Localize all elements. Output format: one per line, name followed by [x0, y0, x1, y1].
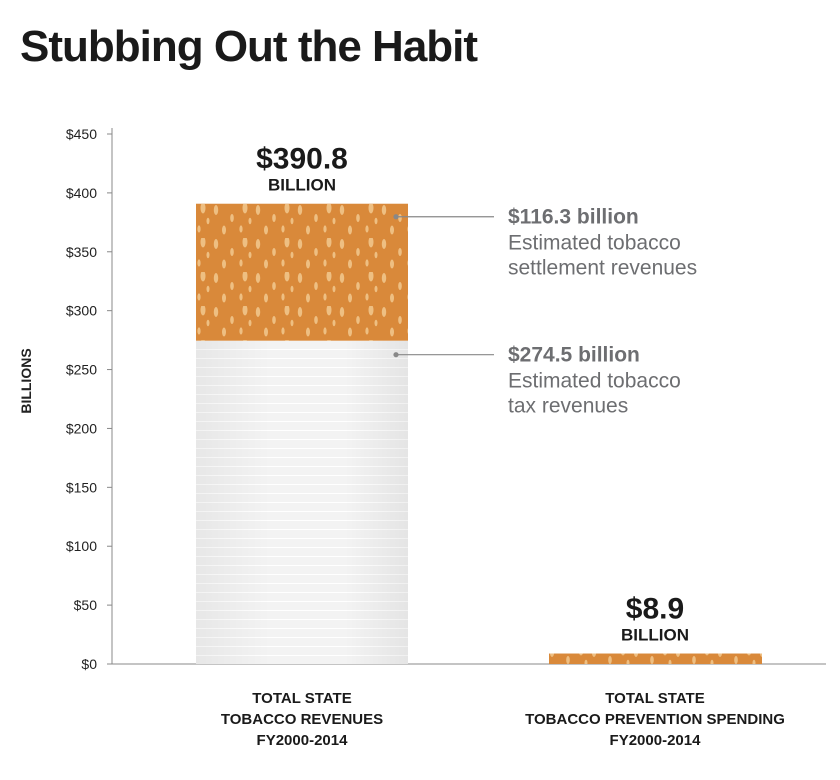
y-axis-label: BILLIONS — [18, 348, 34, 413]
bar-1-segment-2-annotation-value: $116.3 billion — [508, 206, 639, 229]
category-2-label: FY2000-2014 — [610, 732, 702, 749]
y-tick-label: $400 — [66, 185, 97, 201]
y-tick-label: $450 — [66, 126, 97, 142]
bar-2-total-value: $8.9 — [626, 593, 684, 626]
bars-layer — [196, 203, 762, 664]
y-tick-label: $100 — [66, 538, 97, 554]
category-1-label: TOBACCO REVENUES — [221, 711, 383, 728]
y-tick-label: $350 — [66, 244, 97, 260]
y-tick-label: $300 — [66, 303, 97, 319]
y-tick-label: $0 — [81, 656, 97, 672]
bar-2-segment-1-texture — [549, 653, 762, 664]
category-2-label: TOTAL STATE — [605, 690, 704, 707]
bar-1-segment-2-texture — [196, 203, 408, 341]
axes-layer: $0 $50 $100 $150 $200 $250 $300 $350 $400 $450 BIL… — [18, 126, 826, 672]
bar-1-total-unit: BILLION — [268, 176, 336, 195]
y-tick-label: $150 — [66, 479, 97, 495]
y-tick-label: $250 — [66, 362, 97, 378]
bar-1-segment-2-annotation-desc: settlement revenues — [508, 257, 697, 280]
bar-1-total-value: $390.8 — [256, 143, 348, 176]
bar-1-segment-1-annotation-desc: Estimated tobacco — [508, 370, 681, 393]
y-tick-label: $50 — [74, 597, 98, 613]
bar-1-segment-1-annotation-desc: tax revenues — [508, 395, 628, 418]
category-1-label: FY2000-2014 — [257, 732, 349, 749]
bar-1-segment-1-annotation-value: $274.5 billion — [508, 344, 640, 367]
bar-1-segment-2-annotation-desc: Estimated tobacco — [508, 232, 681, 255]
chart-title: Stubbing Out the Habit — [20, 22, 478, 71]
category-1-label: TOTAL STATE — [252, 690, 351, 707]
category-2-label: TOBACCO PREVENTION SPENDING — [525, 711, 785, 728]
bar-1-segment-1-shade — [196, 340, 408, 664]
bar-2-total-unit: BILLION — [621, 626, 689, 645]
y-tick-label: $200 — [66, 420, 97, 436]
